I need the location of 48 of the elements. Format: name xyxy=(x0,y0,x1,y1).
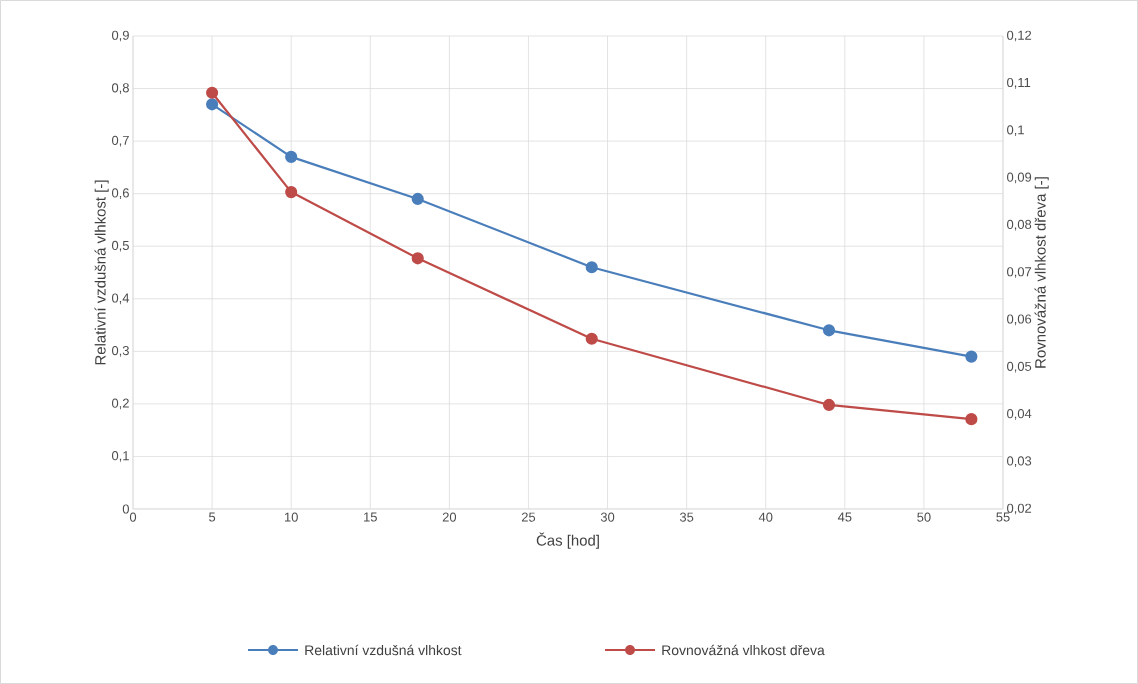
point xyxy=(411,192,424,206)
y2-tick-label: 0,12 xyxy=(1007,30,1032,42)
y-tick-label: 0 xyxy=(122,504,129,514)
point xyxy=(585,332,598,345)
y-axis-title: Relativní vzdušná vlhkost [-] xyxy=(94,180,109,365)
y2-tick-label: 0,07 xyxy=(1007,267,1032,278)
point xyxy=(965,413,978,426)
x-tick-label: 20 xyxy=(442,512,457,522)
point xyxy=(585,261,598,274)
y2-tick-label: 0,11 xyxy=(1007,77,1031,89)
point xyxy=(206,98,219,111)
y2-tick-label: 0,08 xyxy=(1007,219,1032,231)
legend-label: Rovnovážná vlhkost dřeva xyxy=(662,644,825,656)
y-tick-label: 0,4 xyxy=(111,293,130,305)
x-tick-label: 30 xyxy=(600,512,615,522)
y2-tick-label: 0,06 xyxy=(1007,314,1032,326)
y-tick-label: 0,5 xyxy=(111,240,129,252)
x-tick-label: 0 xyxy=(129,512,137,522)
y2-tick-label: 0,1 xyxy=(1007,125,1024,136)
y2-tick-label: 0,04 xyxy=(1007,409,1032,420)
y2-tick-label: 0,03 xyxy=(1007,456,1032,468)
point xyxy=(411,252,424,265)
y2-axis-title: Rovnovážná vlhkost dřeva [-] xyxy=(1034,177,1049,368)
point xyxy=(822,324,836,337)
point xyxy=(206,86,219,99)
x-axis-title: Čas [hod] xyxy=(536,532,599,549)
y-tick-label: 0,3 xyxy=(111,345,129,357)
x-tick-label: 45 xyxy=(837,512,852,522)
x-tick-label: 5 xyxy=(209,512,216,522)
x-tick-label: 15 xyxy=(364,512,377,522)
y-tick-label: 0,8 xyxy=(111,83,129,94)
point xyxy=(965,350,978,363)
point xyxy=(285,150,298,163)
y2-tick-label: 0,09 xyxy=(1007,172,1032,184)
y-tick-label: 0,6 xyxy=(111,188,129,200)
x-tick-label: 25 xyxy=(521,512,536,522)
y-tick-label: 0,1 xyxy=(111,451,129,462)
point xyxy=(822,398,836,412)
x-tick-label: 40 xyxy=(758,512,773,522)
y-tick-label: 0,7 xyxy=(111,135,129,147)
legend-label: Relativní vzdušná vlhkost xyxy=(305,644,462,656)
y-tick-label: 0,9 xyxy=(111,30,129,42)
y2-tick-label: 0,05 xyxy=(1007,361,1032,373)
y-tick-label: 0,2 xyxy=(111,398,129,410)
point xyxy=(285,186,298,199)
x-tick-label: 35 xyxy=(679,512,694,522)
x-tick-label: 10 xyxy=(284,512,298,522)
x-tick-label: 50 xyxy=(917,512,931,522)
